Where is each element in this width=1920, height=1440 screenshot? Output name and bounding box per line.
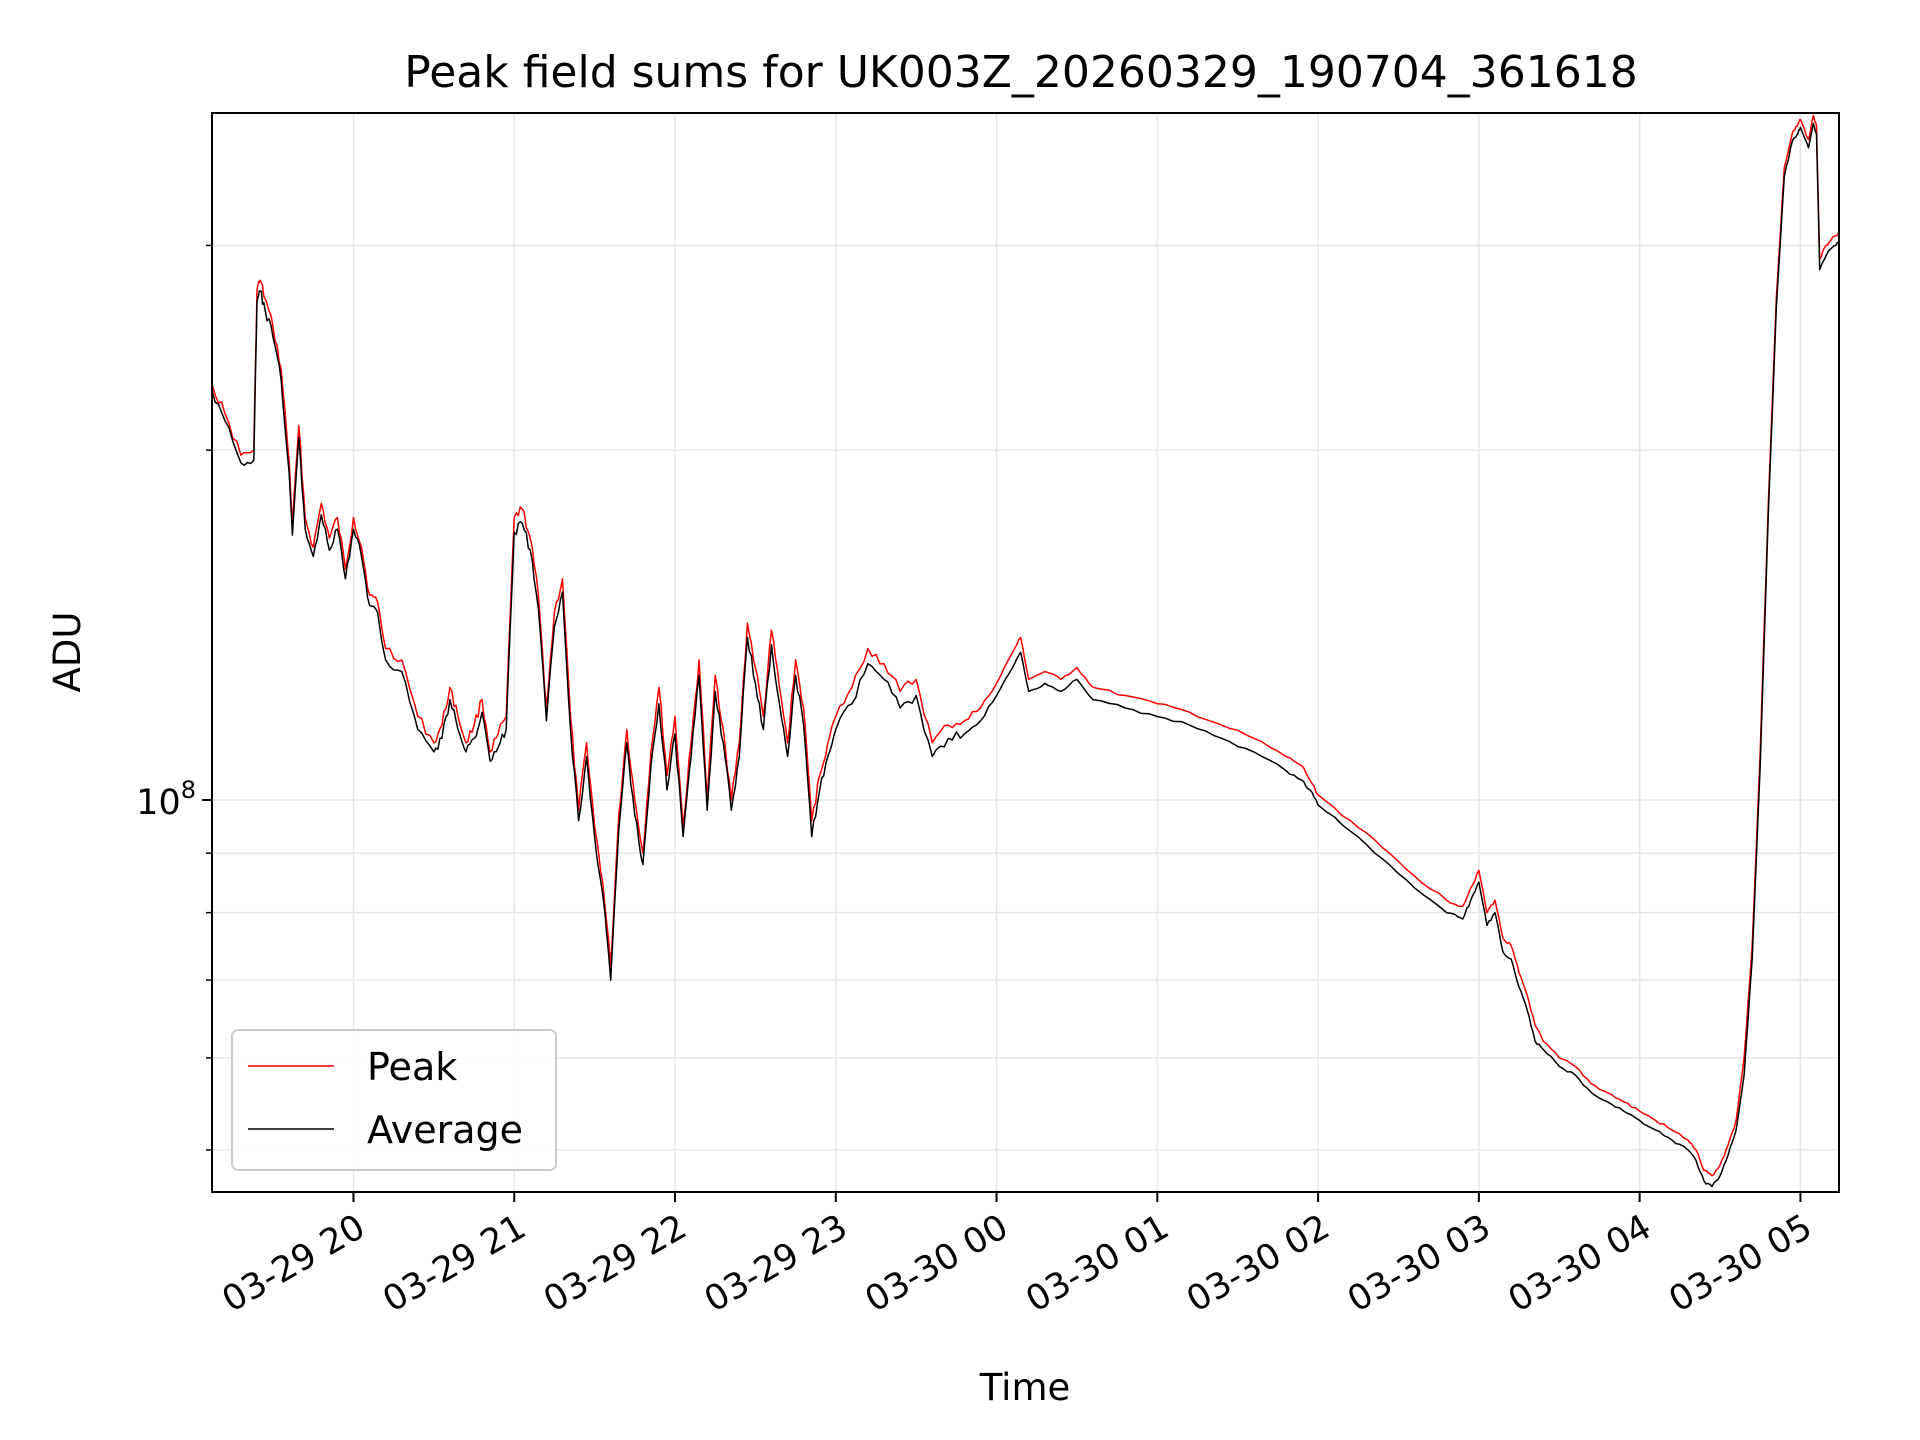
series-line-peak [212,114,1839,1177]
x-axis-label: Time [979,1366,1071,1409]
chart-title: Peak field sums for UK003Z_20260329_1907… [404,47,1638,98]
series-line-average [212,122,1839,1188]
grid-layer [212,113,1839,1192]
legend-label-peak: Peak [367,1045,457,1089]
series-layer [212,114,1839,1188]
legend-label-average: Average [367,1108,523,1152]
y-tick-label-0: 108 [136,776,196,823]
legend-box [231,1029,557,1171]
legend: Peak Average [231,1029,557,1171]
y-axis-label: ADU [46,612,89,693]
plot-frame [211,112,1840,1193]
